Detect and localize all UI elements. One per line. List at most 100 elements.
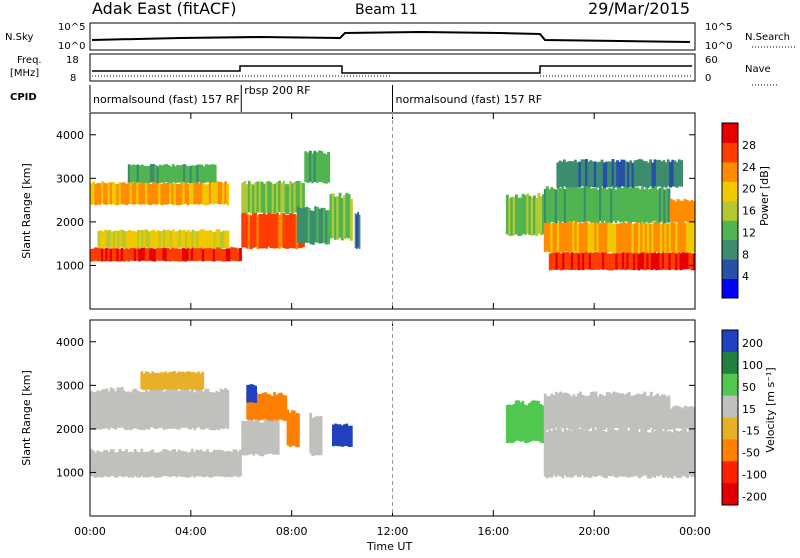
heatmap-cell xyxy=(217,229,221,248)
heatmap-cell xyxy=(550,223,554,253)
colorbar-tick-label: -100 xyxy=(742,468,767,481)
heatmap-cell xyxy=(524,195,527,235)
heatmap-cell xyxy=(679,430,683,478)
heatmap-cell xyxy=(193,182,197,205)
heatmap-cell xyxy=(581,187,585,223)
heatmap-cell xyxy=(655,221,659,253)
heatmap-cell xyxy=(241,182,245,214)
heatmap-cell xyxy=(162,448,166,476)
heatmap-cell xyxy=(655,253,658,271)
velocity-heatmap-cells xyxy=(90,371,696,479)
heatmap-cell xyxy=(182,247,185,261)
heatmap-cell xyxy=(125,184,128,206)
heatmap-cell xyxy=(557,252,561,270)
heatmap-cell xyxy=(559,391,562,428)
cpid-panel: normalsound (fast) 157 RF rbsp 200 RF norm… xyxy=(89,84,542,112)
heatmap-cell xyxy=(668,430,672,478)
heatmap-cell xyxy=(517,400,520,441)
heatmap-cell xyxy=(552,223,556,253)
heatmap-cell xyxy=(176,164,180,183)
heatmap-cell xyxy=(545,432,549,479)
heatmap-cell xyxy=(677,431,681,479)
heatmap-cell xyxy=(129,392,133,431)
heatmap-cell xyxy=(263,420,267,455)
heatmap-cell xyxy=(661,251,665,270)
heatmap-cell xyxy=(594,391,598,428)
heatmap-cell xyxy=(265,181,268,213)
heatmap-cell xyxy=(180,387,183,428)
heatmap-cell xyxy=(212,248,216,262)
heatmap-cell xyxy=(187,166,191,184)
heatmap-cell xyxy=(224,230,228,248)
heatmap-cell xyxy=(134,165,138,183)
heatmap-cell xyxy=(554,391,558,428)
heatmap-cell xyxy=(551,251,554,270)
heatmap-cell xyxy=(679,407,682,429)
heatmap-cell xyxy=(173,389,177,429)
heatmap-cell xyxy=(631,223,635,254)
heatmap-cell xyxy=(164,390,168,430)
heatmap-cell xyxy=(195,387,199,428)
heatmap-cell xyxy=(178,165,182,183)
heatmap-cell xyxy=(659,223,663,254)
heatmap-cell xyxy=(653,159,657,187)
heatmap-cell xyxy=(532,400,536,441)
heatmap-cell xyxy=(136,229,140,248)
heatmap-cell xyxy=(566,251,570,270)
heatmap-cell xyxy=(685,406,689,429)
heatmap-cell xyxy=(142,392,146,431)
heatmap-cell xyxy=(647,162,650,188)
heatmap-cell xyxy=(596,220,600,252)
heatmap-cell xyxy=(160,183,164,206)
heatmap-cell xyxy=(598,161,602,188)
heatmap-cell xyxy=(179,248,183,262)
heatmap-cell xyxy=(618,427,622,477)
heatmap-cell xyxy=(592,427,595,476)
heatmap-cell xyxy=(133,448,137,476)
nsearch-tick-high: 10^5 xyxy=(705,22,732,33)
heatmap-cell xyxy=(239,248,242,262)
heatmap-cell xyxy=(279,392,283,420)
heatmap-cell xyxy=(535,198,539,237)
heatmap-cell xyxy=(667,188,671,223)
heatmap-cell xyxy=(192,371,196,390)
heatmap-cell xyxy=(175,451,179,478)
heatmap-cell xyxy=(211,231,214,249)
heatmap-cell xyxy=(182,387,186,428)
heatmap-cell xyxy=(631,162,635,188)
heatmap-cell xyxy=(213,182,216,205)
heatmap-cell xyxy=(195,181,199,204)
heatmap-cell xyxy=(690,406,694,429)
heatmap-cell xyxy=(577,253,581,271)
heatmap-cell xyxy=(116,387,120,428)
heatmap-cell xyxy=(585,428,589,477)
heatmap-cell xyxy=(563,220,567,252)
x-tick-label: 16:00 xyxy=(477,525,509,538)
heatmap-cell xyxy=(526,405,529,444)
heatmap-cell xyxy=(556,162,560,188)
heatmap-cell xyxy=(288,412,292,447)
heatmap-cell xyxy=(624,428,628,477)
heatmap-cell xyxy=(570,252,574,270)
heatmap-cell xyxy=(599,251,603,270)
heatmap-cell xyxy=(147,231,151,249)
heatmap-cell xyxy=(224,181,227,204)
heatmap-cell xyxy=(648,252,652,270)
heatmap-cell xyxy=(249,215,253,250)
heatmap-cell xyxy=(559,428,562,477)
heatmap-cell xyxy=(164,183,168,205)
heatmap-cell xyxy=(627,162,630,188)
heatmap-cell xyxy=(521,400,525,441)
heatmap-cell xyxy=(215,391,219,430)
heatmap-cell xyxy=(692,253,696,271)
heatmap-cell xyxy=(230,451,234,478)
heatmap-cell xyxy=(149,450,152,477)
heatmap-cell xyxy=(147,183,150,205)
heatmap-cell xyxy=(155,247,159,261)
heatmap-cell xyxy=(336,424,340,447)
heatmap-cell xyxy=(187,230,190,248)
heatmap-cell xyxy=(184,451,188,478)
colorbar-swatch xyxy=(722,142,738,163)
heatmap-cell xyxy=(618,393,622,429)
colorbar-tick-label: 12 xyxy=(742,226,756,239)
